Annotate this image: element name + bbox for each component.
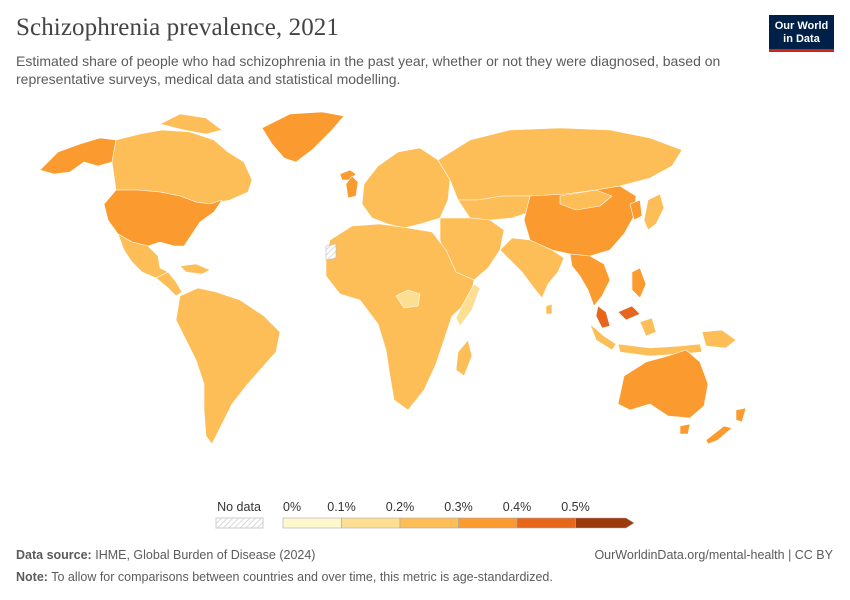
chart-note: Note: To allow for comparisons between c… [16,570,553,584]
country-alaska[interactable] [39,137,117,175]
country-china[interactable] [523,185,637,257]
country-central-african-republic[interactable] [395,289,421,309]
country-papua-new-guinea[interactable] [701,329,737,349]
country-philippines[interactable] [631,267,647,299]
no-data-label: No data [217,500,261,514]
country-united-kingdom[interactable] [345,175,359,199]
region-southeast-asia[interactable] [569,253,611,307]
note-label: Note: [16,570,48,584]
country-sri-lanka[interactable] [545,303,553,315]
legend-tick-label: 0% [283,500,301,514]
world-map[interactable] [0,100,850,500]
legend-tick-label: 0.4% [503,500,532,514]
color-legend: No data 0% 0.1% 0.2% 0.3% 0.4% 0.5% [215,500,635,529]
legend-bin[interactable] [458,517,518,529]
country-somalia[interactable] [455,283,481,327]
legend-tick-label: 0.3% [444,500,473,514]
legend-bin[interactable] [575,517,635,529]
legend-tick-label: 0.1% [327,500,356,514]
legend-bin[interactable] [516,517,576,529]
legend-bin[interactable] [399,517,459,529]
legend-bin[interactable] [341,517,401,529]
country-new-zealand[interactable] [705,407,747,445]
owid-logo[interactable]: Our World in Data [769,15,834,52]
source-url[interactable]: OurWorldinData.org/mental-health | CC BY [594,548,833,562]
country-malaysia[interactable] [595,305,641,329]
country-indonesia[interactable] [589,317,703,357]
legend-tick-label: 0.2% [386,500,415,514]
logo-line-1: Our World [774,20,829,32]
region-europe[interactable] [361,147,451,229]
region-south-america[interactable] [175,287,281,445]
country-greenland[interactable] [261,111,345,163]
logo-line-2: in Data [783,33,820,45]
region-south-asia[interactable] [499,237,565,299]
country-australia[interactable] [617,349,709,419]
no-data-swatch [215,517,264,529]
region-central-america[interactable] [155,271,183,297]
country-japan[interactable] [643,193,665,231]
legend-bin[interactable] [282,517,342,529]
region-western-sahara[interactable] [325,243,337,261]
country-madagascar[interactable] [455,339,473,377]
note-text: To allow for comparisons between countri… [51,570,553,584]
country-mongolia[interactable] [559,189,613,211]
chart-subtitle: Estimated share of people who had schizo… [16,53,721,87]
source-text[interactable]: IHME, Global Burden of Disease (2024) [95,548,316,562]
region-caribbean[interactable] [179,263,211,275]
source-label: Data source: [16,548,92,562]
region-tasmania[interactable] [679,423,691,435]
country-russia[interactable] [437,127,683,201]
chart-title: Schizophrenia prevalence, 2021 [16,14,340,41]
legend-tick-label: 0.5% [561,500,590,514]
data-source: Data source: IHME, Global Burden of Dise… [16,548,315,562]
region-korea[interactable] [629,199,643,221]
region-arctic-islands[interactable] [159,113,223,135]
region-africa[interactable] [325,223,475,411]
